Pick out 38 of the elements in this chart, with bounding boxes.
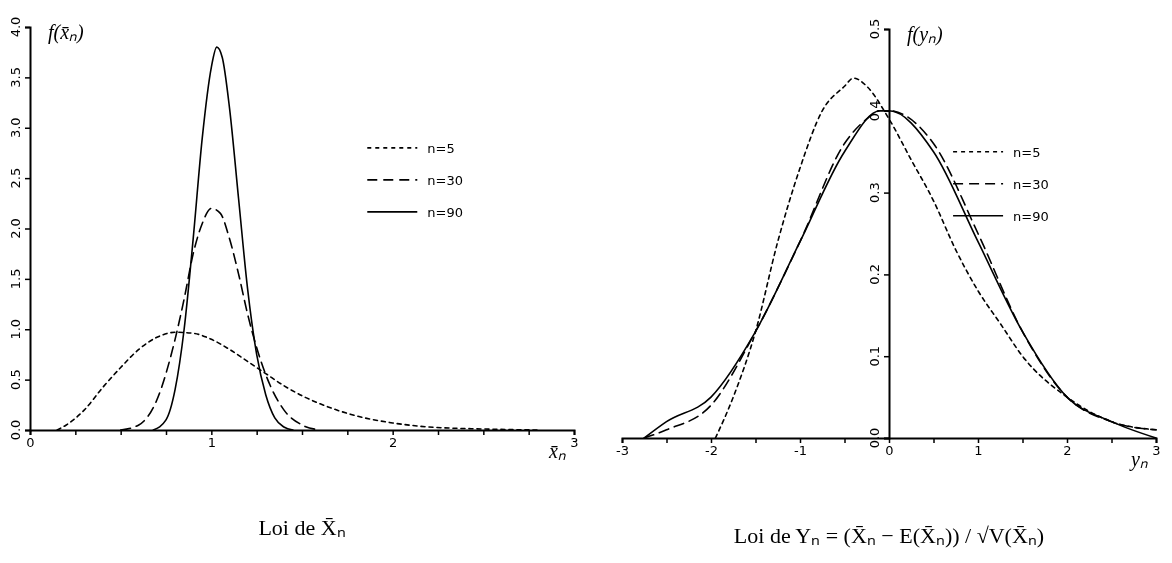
y-tick-label: 0.4 [867,100,882,122]
x-tick-label: 3 [1152,443,1161,459]
legend-label: n=5 [1013,144,1041,160]
legend-label: n=30 [427,172,463,188]
legend-label: n=5 [427,140,455,156]
y-tick-label: 1.5 [8,268,23,290]
y-axis-title: f(x̄ₙ) [48,21,85,44]
y-tick-label: 3.0 [8,117,23,139]
y-tick-label: 0.0 [8,419,23,441]
y-tick-label: 0.5 [867,18,882,40]
text: Loi de X̄ₙ [258,515,346,540]
y-tick-label: 2.0 [8,218,23,239]
x-tick-label: -3 [616,443,629,459]
y-tick-label: 3.5 [8,67,23,88]
x-axis-title: x̄ₙ [548,440,566,462]
y-tick-label: 0.0 [867,427,882,449]
y-tick-label: 0.2 [867,264,882,285]
y-tick-label: 0.3 [867,182,882,203]
x-tick-label: 2 [389,435,398,451]
y-tick-label: 1.0 [8,318,23,340]
x-tick-label: 2 [1063,443,1072,459]
x-tick-label: -1 [794,443,807,459]
x-tick-label: 0 [26,435,35,451]
x-tick-label: 1 [974,443,983,459]
x-tick-label: 3 [570,435,579,451]
y-tick-label: 0.1 [867,345,882,367]
x-tick-label: -2 [705,443,718,459]
y-axis-title: f(yₙ) [907,23,944,46]
y-tick-label: 4.0 [8,16,23,38]
y-tick-label: 0.5 [8,369,23,390]
x-axis-title: yₙ [1129,448,1148,471]
text: Loi de Yₙ = (X̄ₙ − E(X̄ₙ)) / √V(X̄ₙ) [733,523,1045,548]
y-tick-label: 2.5 [8,167,23,189]
legend-label: n=90 [1013,208,1049,224]
x-tick-label: 1 [207,435,216,451]
x-tick-label: 0 [885,443,894,459]
legend-label: n=90 [427,204,463,220]
legend-label: n=30 [1013,176,1049,192]
